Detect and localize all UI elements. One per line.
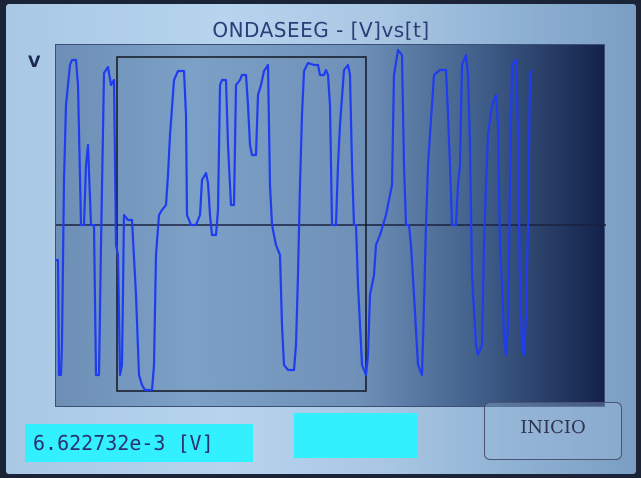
waveform-svg — [56, 48, 606, 392]
chart-title: ONDASEEG - [V]vs[t] — [212, 18, 430, 42]
y-axis-label: V — [28, 52, 41, 71]
selection-box — [116, 56, 367, 392]
device-screen: ONDASEEG - [V]vs[t] V 6.622732e-3 [V] IN… — [6, 4, 636, 474]
waveform-plot — [55, 44, 606, 407]
voltage-readout: 6.622732e-3 [V] — [25, 424, 253, 462]
status-indicator — [294, 413, 418, 458]
inicio-button[interactable]: INICIO — [484, 402, 622, 460]
eeg-waveform-trace — [56, 48, 534, 392]
